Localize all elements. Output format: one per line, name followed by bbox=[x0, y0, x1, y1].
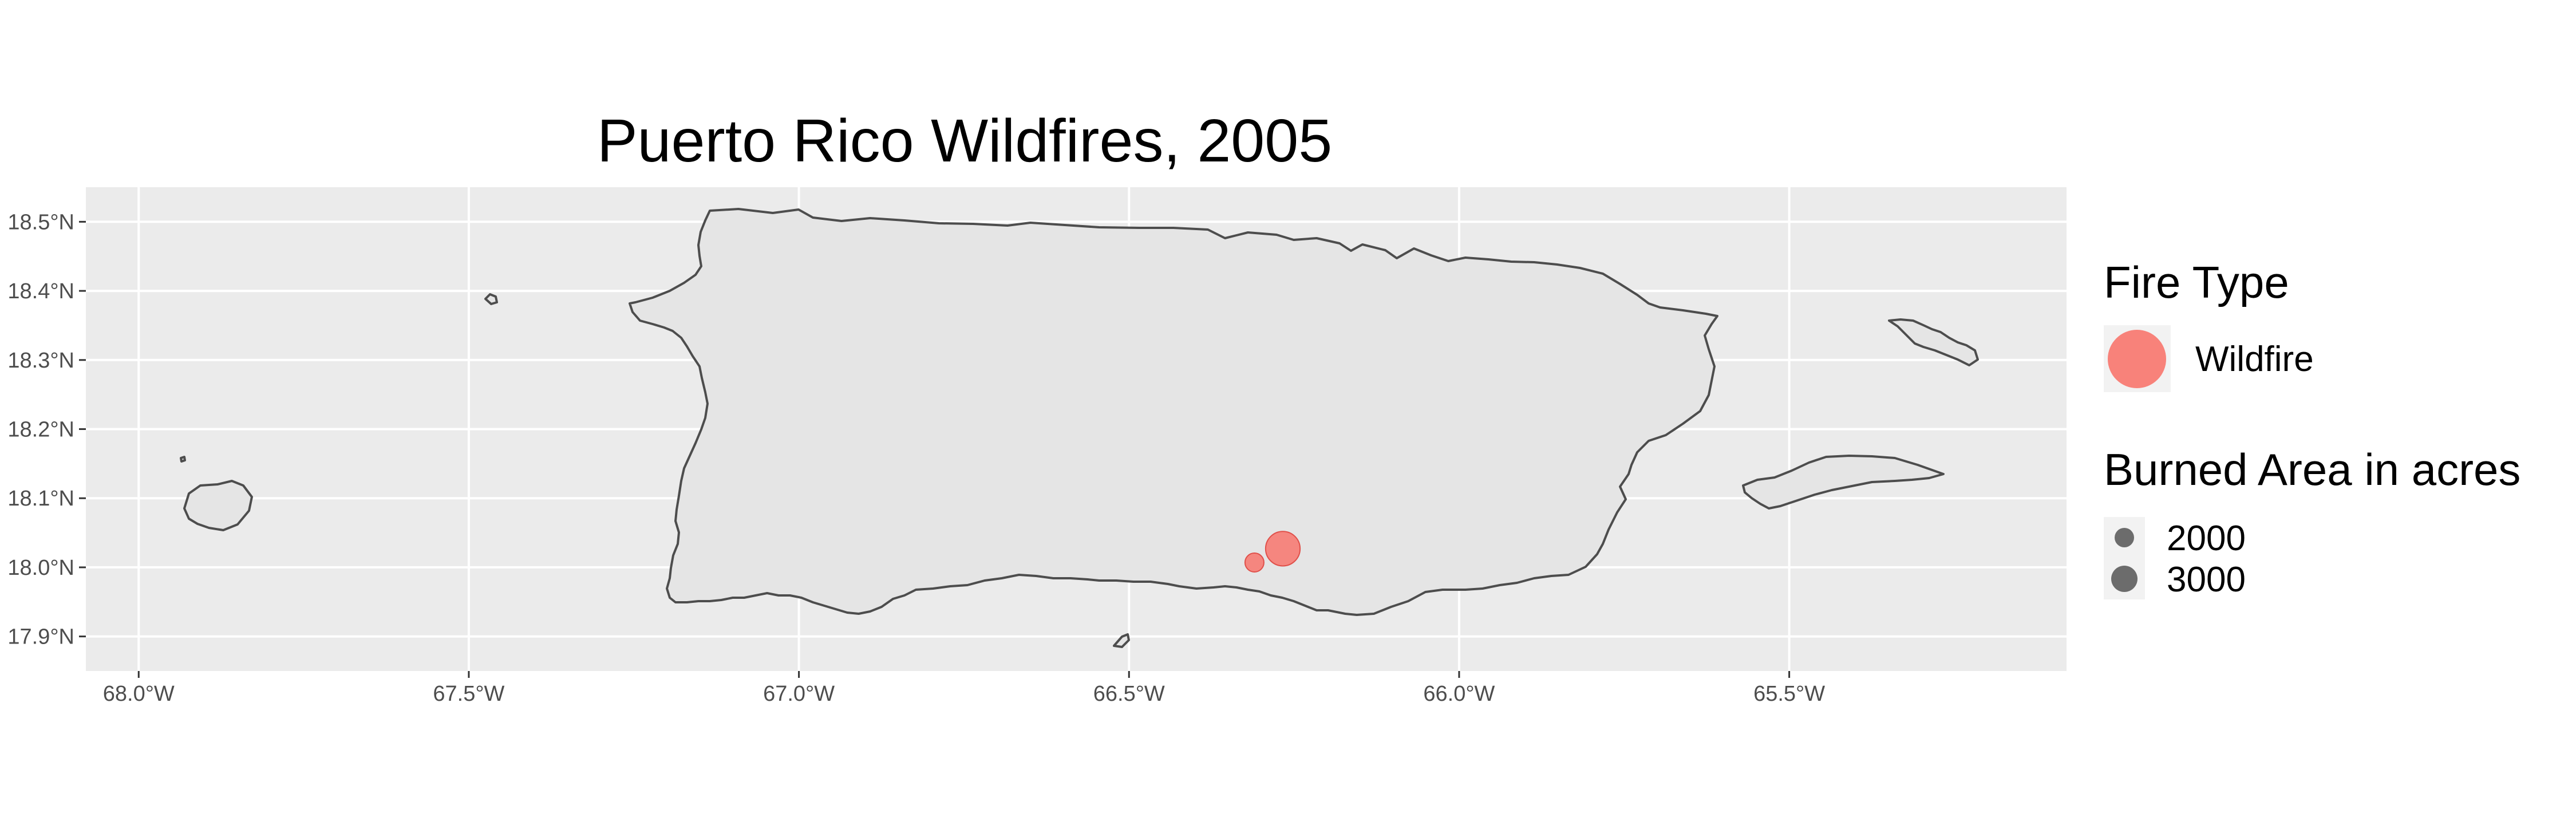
legend-wildfire-label: Wildfire bbox=[2195, 340, 2314, 379]
y-tick-label: 18.1°N bbox=[7, 487, 74, 511]
map-title: Puerto Rico Wildfires, 2005 bbox=[597, 107, 1332, 175]
x-tick-label: 67.0°W bbox=[763, 682, 835, 706]
caja-de-muertos-island bbox=[1113, 633, 1130, 648]
culebra-island bbox=[1888, 318, 1979, 366]
legend-wildfire-key bbox=[2108, 330, 2166, 388]
legend-area-label-small: 2000 bbox=[2167, 519, 2246, 558]
fire-point bbox=[1265, 531, 1301, 567]
desecheo-island bbox=[484, 293, 498, 305]
fire-points-layer bbox=[1244, 531, 1301, 573]
x-tick-label: 66.5°W bbox=[1093, 682, 1165, 706]
coastline-layer bbox=[180, 208, 1979, 648]
legend-area-title: Burned Area in acres bbox=[2104, 444, 2520, 495]
x-tick-label: 68.0°W bbox=[103, 682, 175, 706]
y-tick-label: 18.5°N bbox=[7, 210, 74, 234]
y-tick-label: 18.2°N bbox=[7, 418, 74, 442]
legend-area-key-large bbox=[2111, 566, 2138, 592]
legend-area-label-large: 3000 bbox=[2167, 560, 2246, 599]
x-tick-label: 65.5°W bbox=[1753, 682, 1825, 706]
y-tick-label: 18.3°N bbox=[7, 349, 74, 373]
legend-area-key-small bbox=[2115, 528, 2134, 547]
legend-fire-type-title: Fire Type bbox=[2104, 257, 2289, 307]
fire-point bbox=[1244, 552, 1265, 573]
y-tick-label: 18.4°N bbox=[7, 279, 74, 303]
y-tick-label: 17.9°N bbox=[7, 625, 74, 649]
x-tick-label: 67.5°W bbox=[433, 682, 504, 706]
main-island bbox=[629, 208, 1718, 616]
mona-island bbox=[183, 480, 253, 531]
legend: Fire Type Wildfire Burned Area in acres … bbox=[2104, 257, 2520, 599]
y-tick-label: 18.0°N bbox=[7, 556, 74, 580]
monito-island bbox=[180, 456, 186, 463]
vieques-island bbox=[1742, 455, 1945, 510]
x-tick-label: 66.0°W bbox=[1423, 682, 1495, 706]
